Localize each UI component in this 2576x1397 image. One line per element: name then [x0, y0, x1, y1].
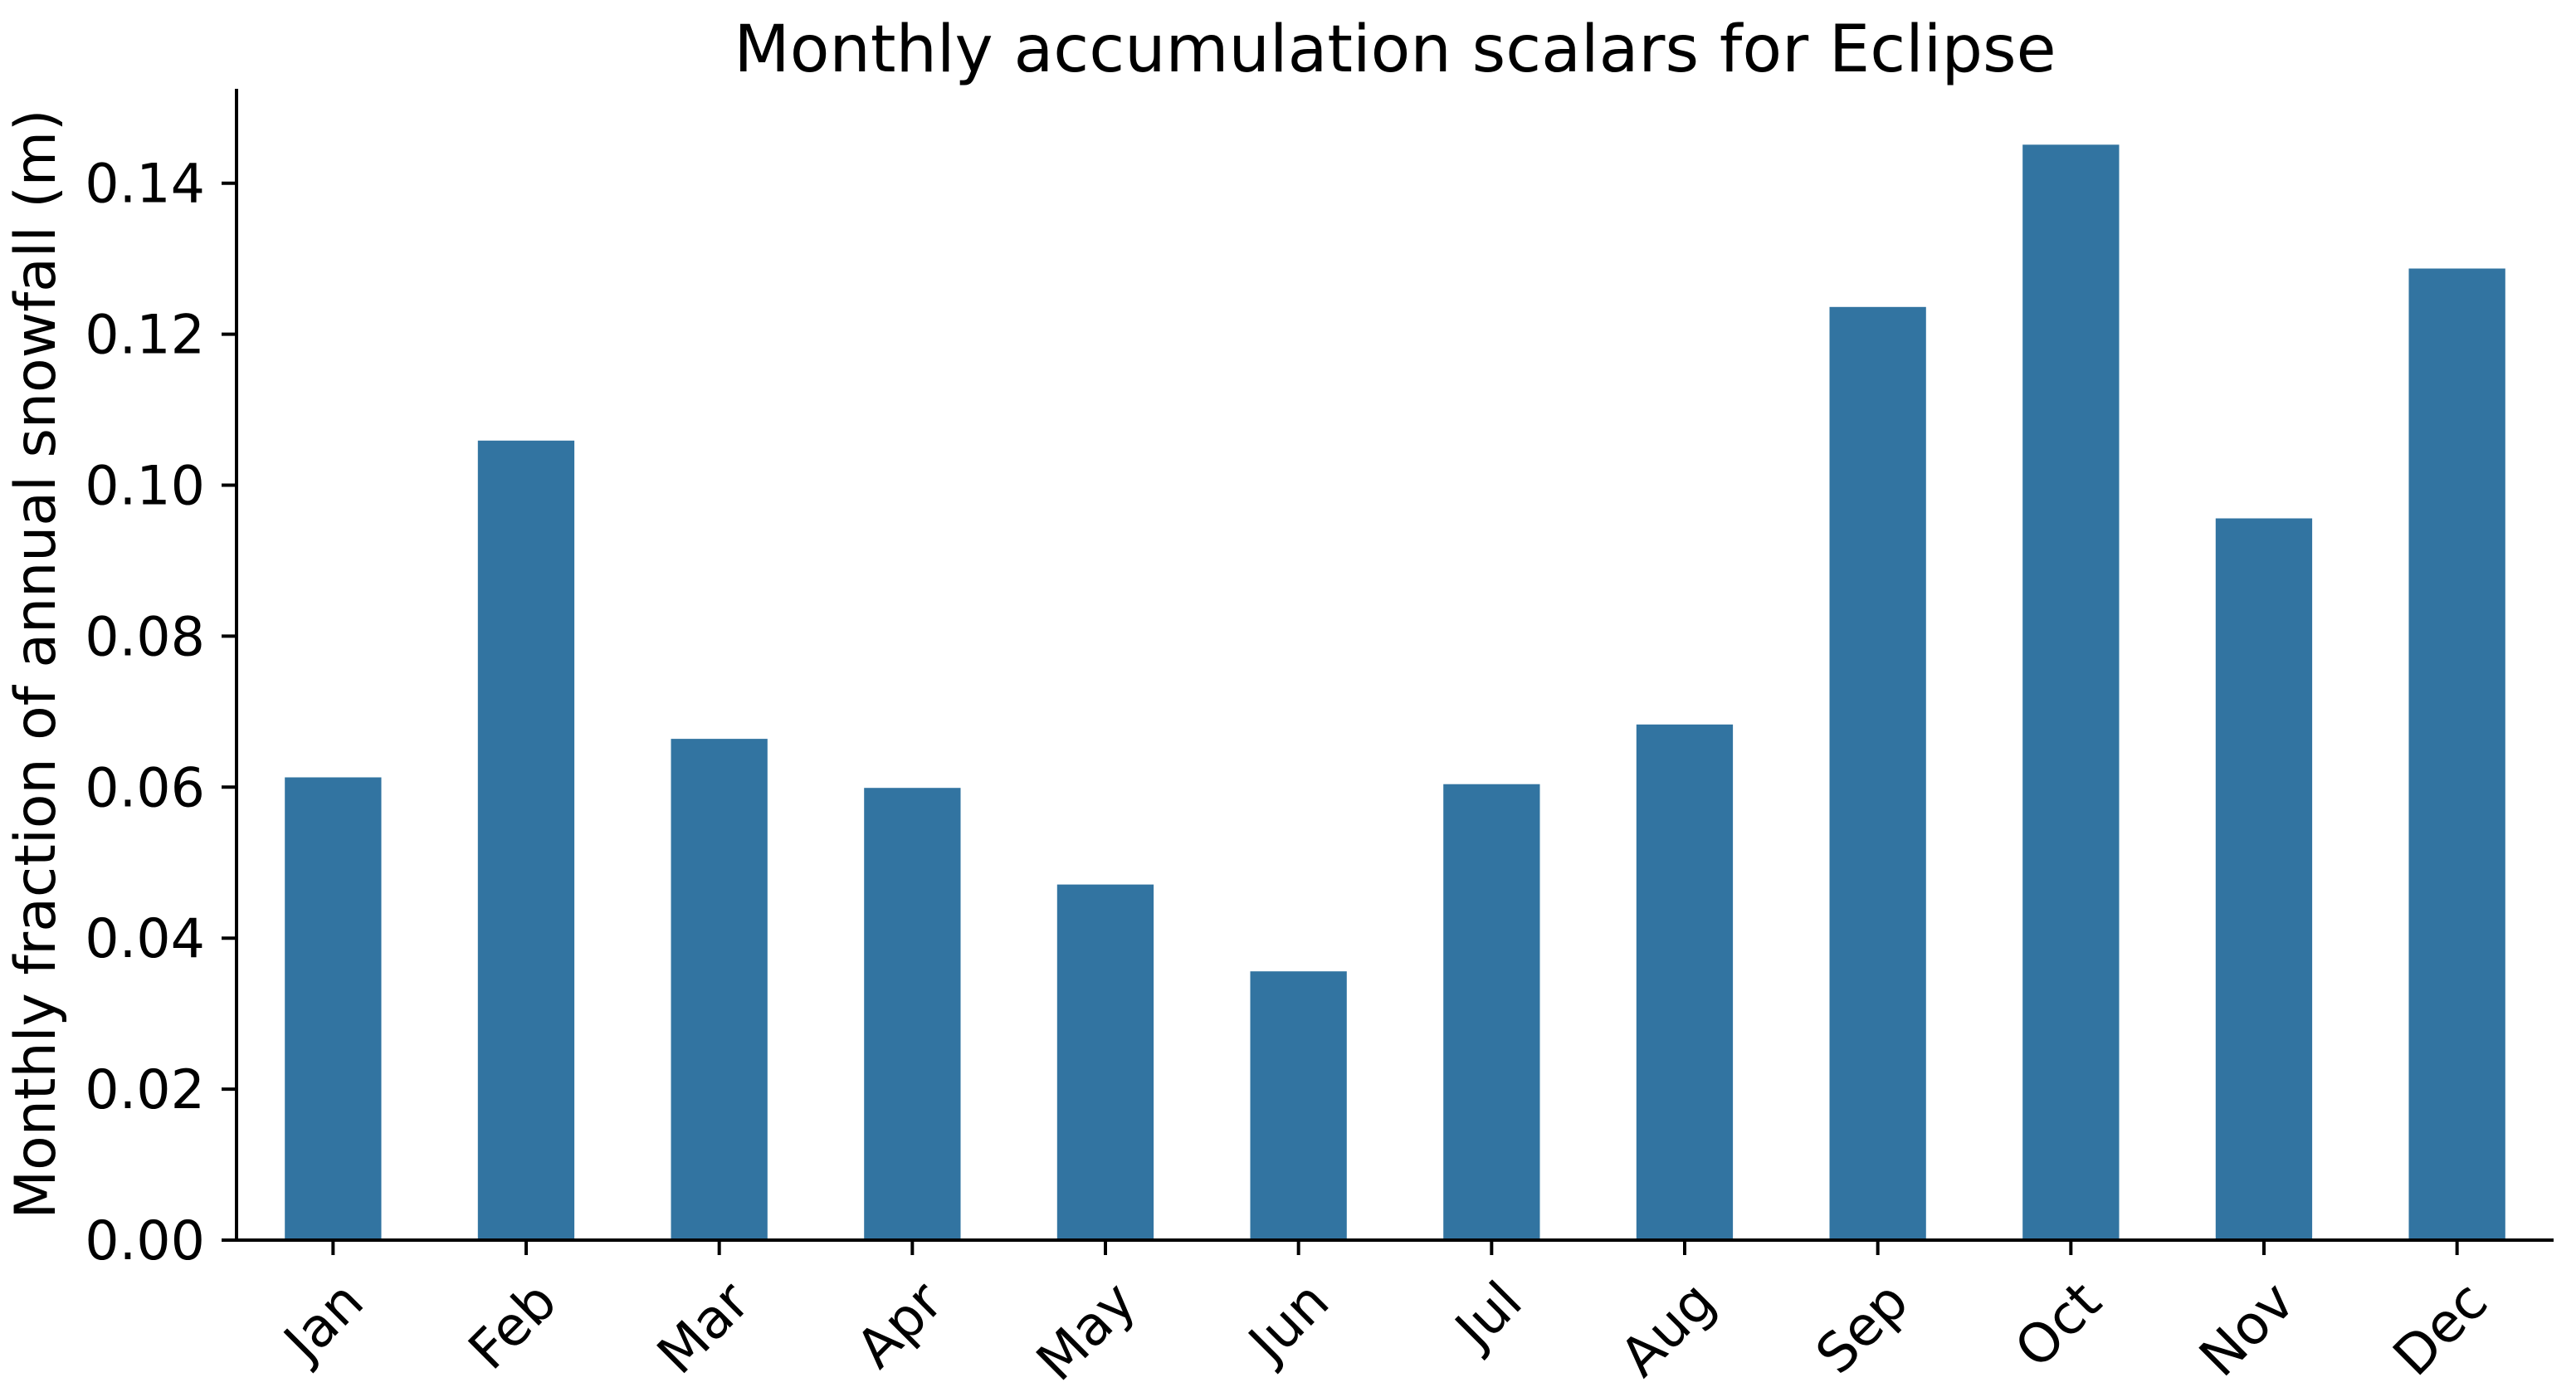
bar-oct [2022, 144, 2120, 1240]
y-tick-label: 0.00 [85, 1210, 205, 1272]
x-tick-label: Nov [2188, 1270, 2307, 1389]
x-tick-label: Jun [1235, 1270, 1341, 1376]
bar-dec [2408, 268, 2505, 1240]
bar-mar [671, 739, 768, 1240]
x-tick-label: Jul [1442, 1270, 1534, 1362]
y-tick-label: 0.08 [85, 606, 205, 668]
x-tick-label: Jan [271, 1270, 376, 1375]
y-tick-label: 0.10 [85, 455, 205, 517]
y-tick-label: 0.04 [85, 908, 205, 970]
y-tick-label: 0.12 [85, 305, 205, 367]
x-tick-label: Aug [1609, 1270, 1728, 1389]
x-tick-label: Dec [2382, 1270, 2500, 1388]
y-tick-label: 0.14 [85, 154, 205, 216]
bar-nov [2215, 518, 2313, 1240]
bar-apr [864, 788, 961, 1240]
x-tick-label: Oct [2003, 1270, 2114, 1380]
chart-title: Monthly accumulation scalars for Eclipse [734, 12, 2056, 87]
x-tick-label: Feb [457, 1270, 568, 1381]
x-tick-label: Apr [845, 1270, 955, 1380]
bar-feb [477, 440, 575, 1240]
x-tick-label: May [1025, 1270, 1148, 1393]
x-tick-label: Sep [1804, 1270, 1920, 1386]
plot-area: 0.00 0.02 0.04 0.06 0.08 0.10 0.12 0.14 Jan Feb Ma… [85, 89, 2554, 1393]
bar-sep [1829, 306, 1926, 1240]
bar-jan [285, 777, 382, 1240]
bar-may [1056, 884, 1154, 1240]
bar-aug [1636, 724, 1734, 1240]
y-tick-label: 0.02 [85, 1059, 205, 1121]
x-tick-label: Mar [646, 1270, 762, 1386]
bar-jun [1250, 971, 1347, 1240]
bar-jul [1443, 784, 1540, 1240]
y-tick-label: 0.06 [85, 757, 205, 819]
y-axis-label: Monthly fraction of annual snowfall (m) [3, 109, 69, 1219]
